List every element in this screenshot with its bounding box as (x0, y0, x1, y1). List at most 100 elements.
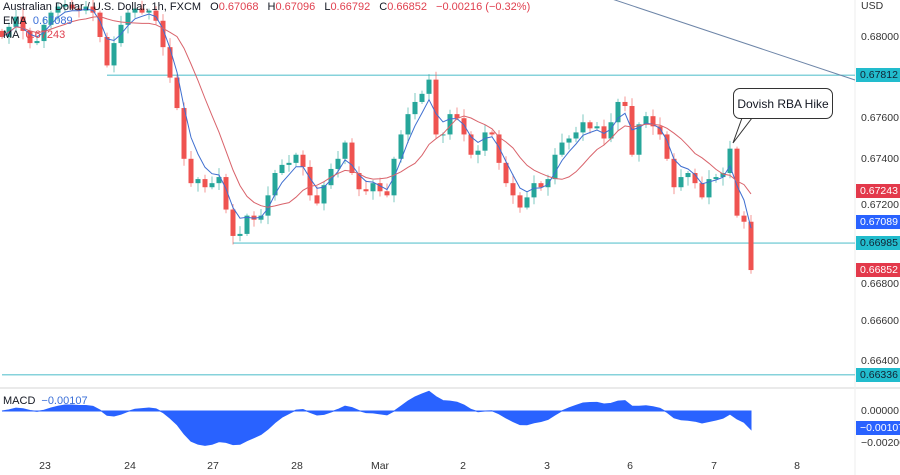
candle-body (69, 4, 75, 9)
time-tick-label: 23 (39, 460, 51, 472)
candle-body (566, 138, 572, 143)
price-price-badge: 0.66852 (856, 263, 900, 278)
candle-body (559, 142, 565, 155)
candle-body (300, 154, 306, 167)
candle-body (440, 134, 446, 136)
candle-body (671, 158, 677, 188)
macd-tick-label: 0.00000 (861, 405, 899, 417)
price-tick-label: 0.66600 (861, 315, 899, 328)
candle-body (748, 221, 754, 271)
low-value: 0.66792 (330, 1, 371, 13)
time-tick-label: 28 (291, 460, 303, 472)
time-tick-label: Mar (370, 460, 390, 472)
macd-value-badge: −0.00107 (856, 421, 900, 436)
level-price-badge: 0.67812 (856, 68, 900, 83)
high-label: H (267, 1, 276, 13)
change-value: −0.00216 (−0.32%) (436, 1, 531, 13)
candle-body (167, 47, 173, 78)
candle-body (601, 126, 607, 139)
price-tick-label: 0.67200 (861, 198, 899, 211)
candle-body (335, 158, 341, 169)
candle-body (216, 177, 222, 184)
candle-body (188, 158, 194, 184)
candle-body (370, 183, 376, 192)
candle-body (279, 164, 285, 174)
candle-body (62, 4, 68, 7)
candle-body (580, 122, 586, 133)
trend-line (613, 0, 856, 81)
candle-body (125, 12, 131, 25)
ma-price-badge: 0.67243 (856, 183, 900, 198)
ma-line (1, 15, 752, 208)
ma-value: 0.67243 (25, 29, 66, 41)
candle-body (41, 24, 47, 42)
candle-body (587, 122, 593, 129)
price-tick-label: 0.68000 (861, 31, 899, 43)
candle-body (461, 118, 467, 135)
ema-price-badge: 0.67089 (856, 214, 900, 229)
candle-body (349, 142, 355, 174)
candle-body (27, 30, 33, 44)
ma-label: MA (3, 29, 20, 41)
candle-body (237, 233, 243, 236)
candle-body (34, 41, 40, 44)
candle-body (503, 162, 509, 184)
candle-body (510, 183, 516, 196)
candle-body (517, 195, 523, 208)
candle-body (615, 101, 621, 123)
candle-body (468, 134, 474, 155)
candle-body (209, 183, 215, 188)
candle-body (398, 134, 404, 159)
candle-body (48, 12, 54, 25)
close-value: 0.66852 (387, 1, 427, 13)
candle-body (657, 126, 663, 135)
candle-body (412, 101, 418, 115)
candle-body (111, 43, 117, 66)
candle-body (685, 173, 691, 178)
candle-body (419, 93, 425, 102)
time-tick-label: 8 (794, 460, 800, 472)
ema-value: 0.67089 (32, 15, 73, 27)
annotation-callout[interactable]: Dovish RBA Hike (733, 88, 833, 119)
candle-body (664, 134, 670, 159)
candle-body (153, 10, 159, 21)
ema-label: EMA (3, 15, 27, 27)
price-tick-label: 0.67400 (861, 152, 899, 165)
time-tick-label: 24 (124, 460, 136, 472)
price-tick-label: 0.66400 (861, 354, 899, 367)
candle-body (713, 177, 719, 180)
candle-body (405, 114, 411, 135)
candle-body (377, 183, 383, 192)
ema-legend[interactable]: EMA 0.67089 (3, 15, 79, 28)
candle-body (482, 132, 488, 151)
callout-tail (732, 117, 753, 144)
candle-body (524, 197, 530, 208)
candle-body (496, 134, 502, 163)
macd-legend[interactable]: MACD −0.00107 (3, 395, 94, 408)
candle-body (139, 8, 145, 13)
time-tick-label: 6 (627, 460, 633, 472)
price-tick-label: 0.67600 (861, 112, 899, 125)
candle-body (545, 179, 551, 188)
candle-body (594, 126, 600, 129)
candle-body (363, 189, 369, 192)
ma-legend[interactable]: MA 0.67243 (3, 29, 71, 42)
candle-body (104, 37, 110, 66)
candle-body (251, 215, 257, 220)
price-tick-label: 0.66800 (861, 278, 899, 291)
close-label: C (379, 1, 388, 13)
time-tick-label: 27 (207, 460, 219, 472)
candle-body (195, 179, 201, 184)
candle-body (622, 101, 628, 107)
candle-body (314, 195, 320, 204)
candle-body (90, 6, 96, 13)
candle-body (230, 209, 236, 236)
candle-body (706, 179, 712, 198)
candle-body (538, 183, 544, 188)
candle-body (384, 191, 390, 196)
candle-body (608, 122, 614, 139)
currency-label: USD (861, 0, 884, 12)
candle-body (146, 10, 152, 13)
candle-body (55, 6, 61, 13)
